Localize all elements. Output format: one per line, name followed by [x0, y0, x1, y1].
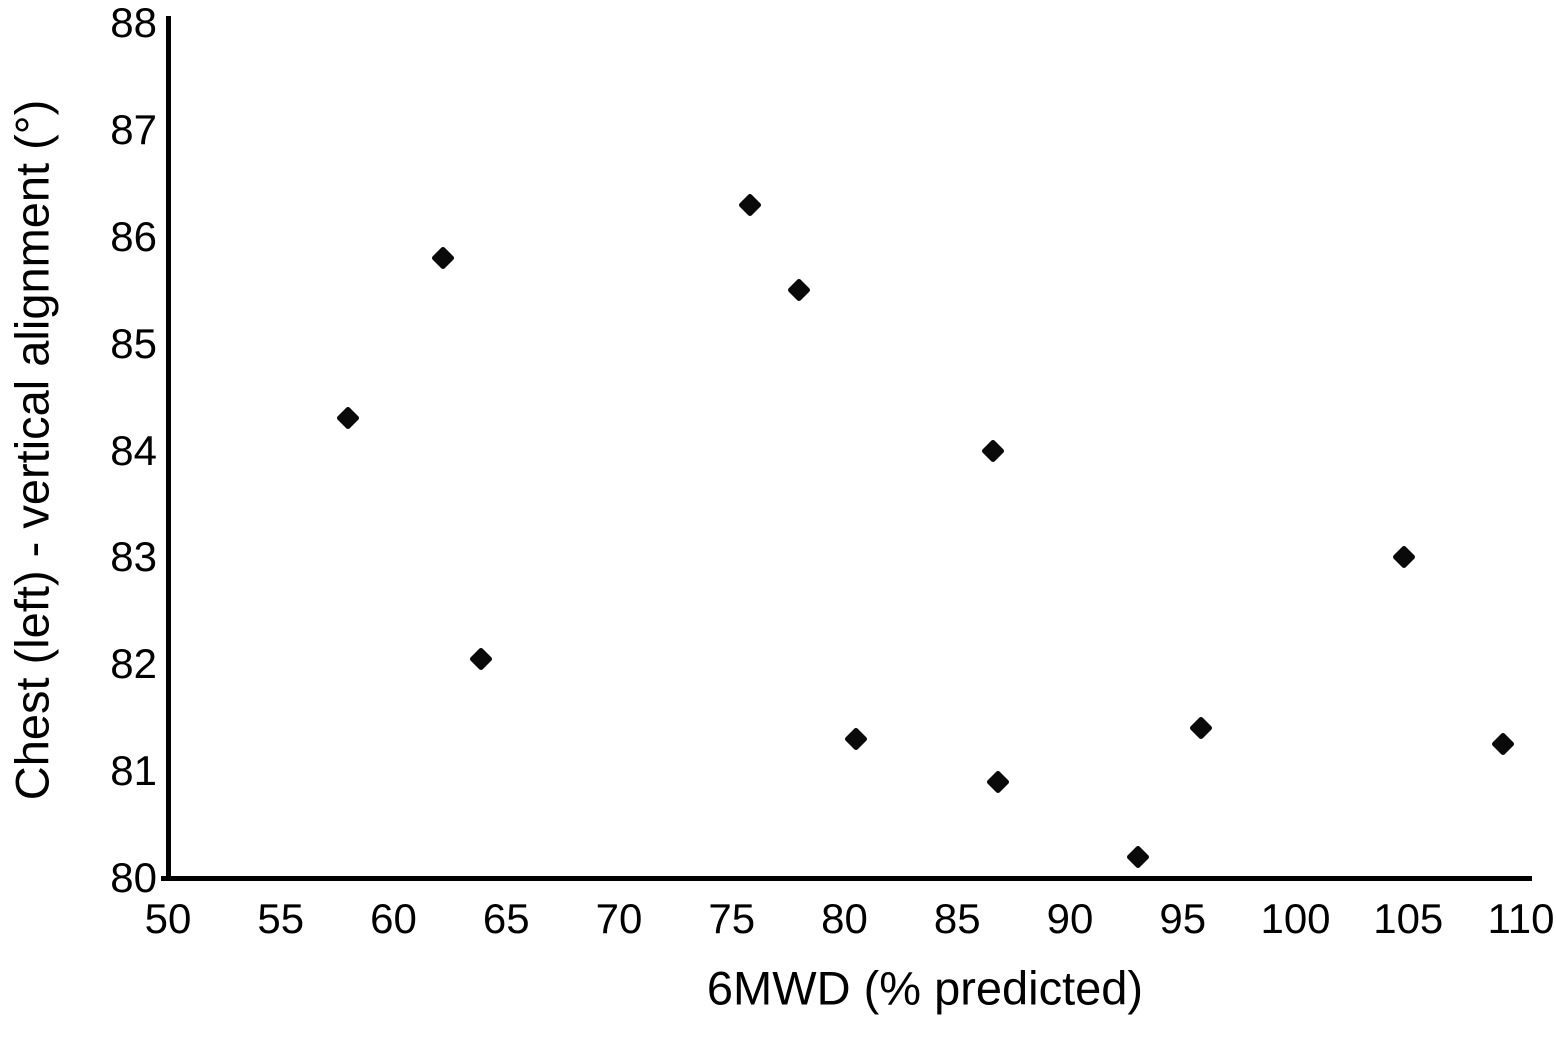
x-axis-line: [161, 875, 1532, 881]
y-tick-label: 81: [110, 747, 157, 795]
y-tick-label: 88: [110, 0, 157, 46]
data-point-marker: [843, 727, 868, 752]
x-tick-label: 100: [1260, 895, 1331, 942]
x-tick-label: 90: [1046, 895, 1094, 942]
data-point-marker: [985, 769, 1010, 794]
data-point-marker: [336, 406, 361, 431]
data-point-marker: [1490, 732, 1515, 757]
x-tick-label: 110: [1487, 895, 1555, 942]
y-tick-label: 80: [110, 854, 157, 901]
x-tick-label: 85: [933, 895, 981, 942]
y-tick-label: 84: [110, 426, 157, 474]
y-tick-label: 82: [110, 640, 157, 688]
x-tick-label: 80: [821, 895, 868, 942]
y-tick-label: 83: [110, 533, 157, 581]
plot-area: 80 81 82 83 84 85 86 87 88 50 55 60 65 70 75 80 85 90 95 1…: [110, 2, 1554, 940]
x-tick-label: 75: [708, 895, 756, 942]
data-point-marker: [1391, 545, 1416, 570]
y-tick-label: 85: [110, 319, 157, 367]
x-tick-label: 95: [1159, 895, 1207, 942]
x-tick-label: 105: [1373, 895, 1444, 942]
data-point-marker: [431, 246, 456, 271]
x-tick-label: 65: [482, 895, 530, 942]
x-tick-label: 50: [144, 895, 192, 942]
x-tick-label: 70: [595, 895, 643, 942]
data-point-marker: [787, 278, 812, 303]
data-point-marker: [1125, 844, 1150, 869]
data-point-marker: [737, 192, 762, 217]
y-axis-line: [165, 16, 171, 881]
data-point-marker: [469, 646, 494, 671]
x-tick-label: 60: [370, 895, 417, 942]
y-axis-title: Chest (left) - vertical alignment (°): [5, 99, 59, 801]
x-tick-label: 55: [257, 895, 305, 942]
data-point-marker: [1188, 716, 1213, 741]
y-tick-label: 86: [110, 212, 157, 260]
y-tick-label: 87: [110, 105, 157, 153]
data-point-marker: [981, 438, 1006, 463]
x-axis-title: 6MWD (% predicted): [706, 961, 1144, 1015]
